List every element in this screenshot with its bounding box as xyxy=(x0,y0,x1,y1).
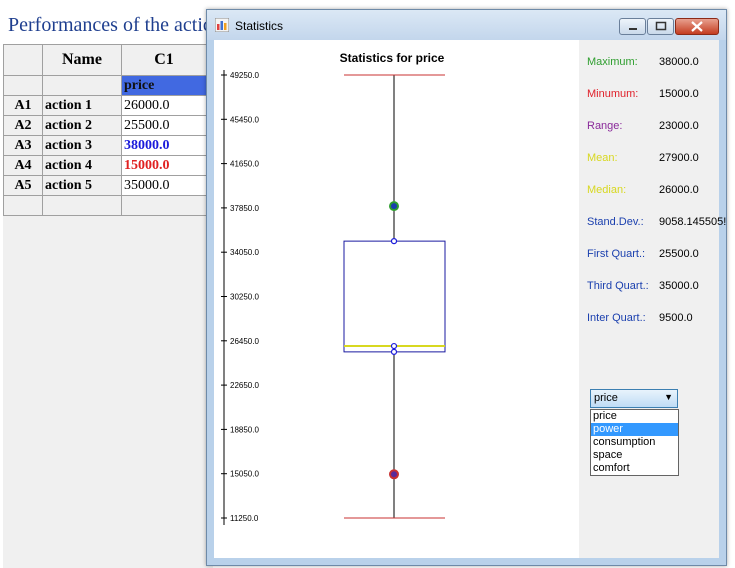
stat-label: Mean: xyxy=(587,152,618,164)
window-client: Statistics for price 49250.0 45450.0 41650… xyxy=(214,40,726,558)
value-cell-max[interactable]: 38000.0 xyxy=(121,135,207,156)
statistics-window: Statistics Statistics for price 49250.0 4… xyxy=(206,9,727,566)
stat-value: 35000.0 xyxy=(659,280,699,292)
data-point xyxy=(390,342,398,350)
stat-value: 26000.0 xyxy=(659,184,699,196)
stat-label: Third Quart.: xyxy=(587,280,649,292)
stat-value: 25500.0 xyxy=(659,248,699,260)
criterion-select-value: price xyxy=(594,392,618,404)
maximize-icon xyxy=(655,21,667,31)
row-header-a5: A5 xyxy=(3,175,43,196)
chevron-down-icon[interactable]: ▼ xyxy=(664,392,673,402)
value-cell[interactable]: 26000.0 xyxy=(121,95,207,116)
row-header xyxy=(3,195,43,216)
y-tick-label: 11250.0 xyxy=(230,514,259,523)
dropdown-option[interactable]: price xyxy=(593,410,617,422)
action-name-cell[interactable]: action 5 xyxy=(42,175,122,196)
window-title: Statistics xyxy=(235,19,284,33)
dropdown-option[interactable]: power xyxy=(591,423,678,436)
row-header-a1: A1 xyxy=(3,95,43,116)
y-tick-label: 37850.0 xyxy=(230,204,259,213)
blank-cell xyxy=(42,195,122,216)
y-tick-label: 45450.0 xyxy=(230,115,259,124)
action-name-cell[interactable]: action 4 xyxy=(42,155,122,176)
chart-app-icon xyxy=(215,18,229,32)
value-cell-min[interactable]: 15000.0 xyxy=(121,155,207,176)
blank-cell xyxy=(42,75,122,96)
stat-value: 27900.0 xyxy=(659,152,699,164)
page-title: Performances of the actic xyxy=(8,14,212,36)
y-tick-label: 15050.0 xyxy=(230,470,259,479)
box-plot: Statistics for price 49250.0 45450.0 41650… xyxy=(221,51,446,525)
stat-value: 15000.0 xyxy=(659,88,699,100)
quartile-box xyxy=(343,240,446,353)
y-tick-label: 22650.0 xyxy=(230,381,259,390)
minimize-icon xyxy=(629,28,637,30)
stat-label: Range: xyxy=(587,120,623,132)
criterion-select[interactable]: price ▼ xyxy=(590,389,678,408)
y-tick-label: 34050.0 xyxy=(230,248,259,257)
chart-title: Statistics for price xyxy=(340,51,445,65)
value-cell[interactable]: 35000.0 xyxy=(121,175,207,196)
corner-cell xyxy=(3,44,43,76)
minimize-button[interactable] xyxy=(619,18,646,35)
column-header-name[interactable]: Name xyxy=(42,44,122,76)
stat-label: Stand.Dev.: xyxy=(587,216,644,228)
criterion-dropdown: price power consumption space comfort xyxy=(590,409,679,476)
stat-value: 9500.0 xyxy=(659,312,693,324)
row-header-a3: A3 xyxy=(3,135,43,156)
max-point xyxy=(389,201,399,212)
action-name-cell[interactable]: action 1 xyxy=(42,95,122,116)
stat-label: Maximum: xyxy=(587,56,638,68)
performance-table: Name C1 price A1 action 1 26000.0 A2 act… xyxy=(3,44,207,216)
blank-cell xyxy=(121,195,207,216)
y-tick-label: 30250.0 xyxy=(230,293,259,302)
y-tick-label: 26450.0 xyxy=(230,337,259,346)
column-header-c1[interactable]: C1 xyxy=(121,44,207,76)
stat-label: Median: xyxy=(587,184,627,196)
row-header-a2: A2 xyxy=(3,115,43,136)
dropdown-option[interactable]: space xyxy=(593,449,623,461)
data-point xyxy=(390,238,398,245)
value-cell[interactable]: 25500.0 xyxy=(121,115,207,136)
close-icon xyxy=(691,21,703,32)
close-button[interactable] xyxy=(675,18,719,35)
y-tick-label: 41650.0 xyxy=(230,160,259,169)
y-tick-label: 49250.0 xyxy=(230,71,259,80)
stat-value: 9058.145505! xyxy=(659,216,727,228)
row-header-a4: A4 xyxy=(3,155,43,176)
stat-value: 23000.0 xyxy=(659,120,699,132)
action-name-cell[interactable]: action 3 xyxy=(42,135,122,156)
stat-label: Minumum: xyxy=(587,88,639,100)
window-titlebar[interactable]: Statistics xyxy=(207,10,726,40)
stat-label: First Quart.: xyxy=(587,248,646,260)
maximize-button[interactable] xyxy=(647,18,674,35)
dropdown-option[interactable]: comfort xyxy=(593,462,630,474)
stat-label: Inter Quart.: xyxy=(587,312,646,324)
row-header xyxy=(3,75,43,96)
criterion-cell[interactable]: price xyxy=(121,75,207,96)
dropdown-option[interactable]: consumption xyxy=(593,436,656,448)
min-point xyxy=(389,469,399,480)
action-name-cell[interactable]: action 2 xyxy=(42,115,122,136)
stat-value: 38000.0 xyxy=(659,56,699,68)
data-point xyxy=(390,348,398,355)
statistics-panel: Maximum: 38000.0 Minumum: 15000.0 Range: 2300… xyxy=(579,40,726,558)
y-tick-label: 18850.0 xyxy=(230,425,259,434)
